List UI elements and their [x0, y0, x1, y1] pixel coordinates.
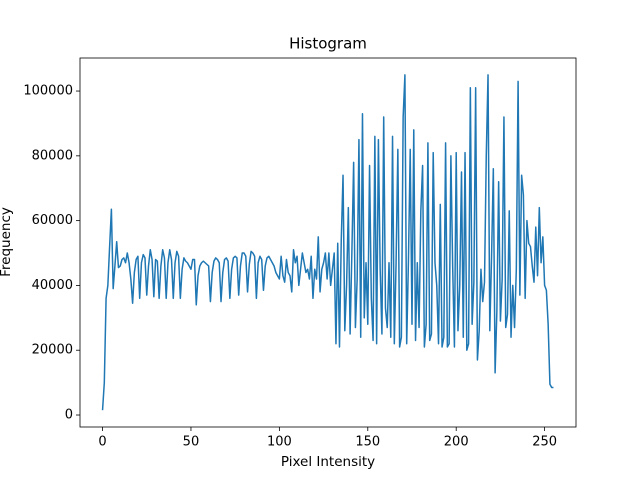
y-tick-label: 0	[65, 408, 73, 423]
chart-title: Histogram	[289, 35, 367, 53]
y-tick-label: 40000	[32, 278, 73, 293]
x-axis-label: Pixel Intensity	[281, 454, 375, 470]
y-axis-label: Frequency	[0, 207, 14, 277]
x-tick-label: 100	[267, 435, 292, 450]
data-line	[101, 74, 554, 411]
x-tick-label: 200	[444, 435, 469, 450]
x-tick-label: 50	[183, 435, 200, 450]
y-tick-label: 100000	[23, 84, 73, 99]
y-tick-label: 20000	[32, 343, 73, 358]
y-tick-label: 60000	[32, 213, 73, 228]
plot-frame	[79, 57, 577, 428]
x-tick-label: 250	[532, 435, 557, 450]
x-tick-label: 0	[98, 435, 106, 450]
y-tick-label: 80000	[32, 148, 73, 163]
x-tick-label: 150	[355, 435, 380, 450]
